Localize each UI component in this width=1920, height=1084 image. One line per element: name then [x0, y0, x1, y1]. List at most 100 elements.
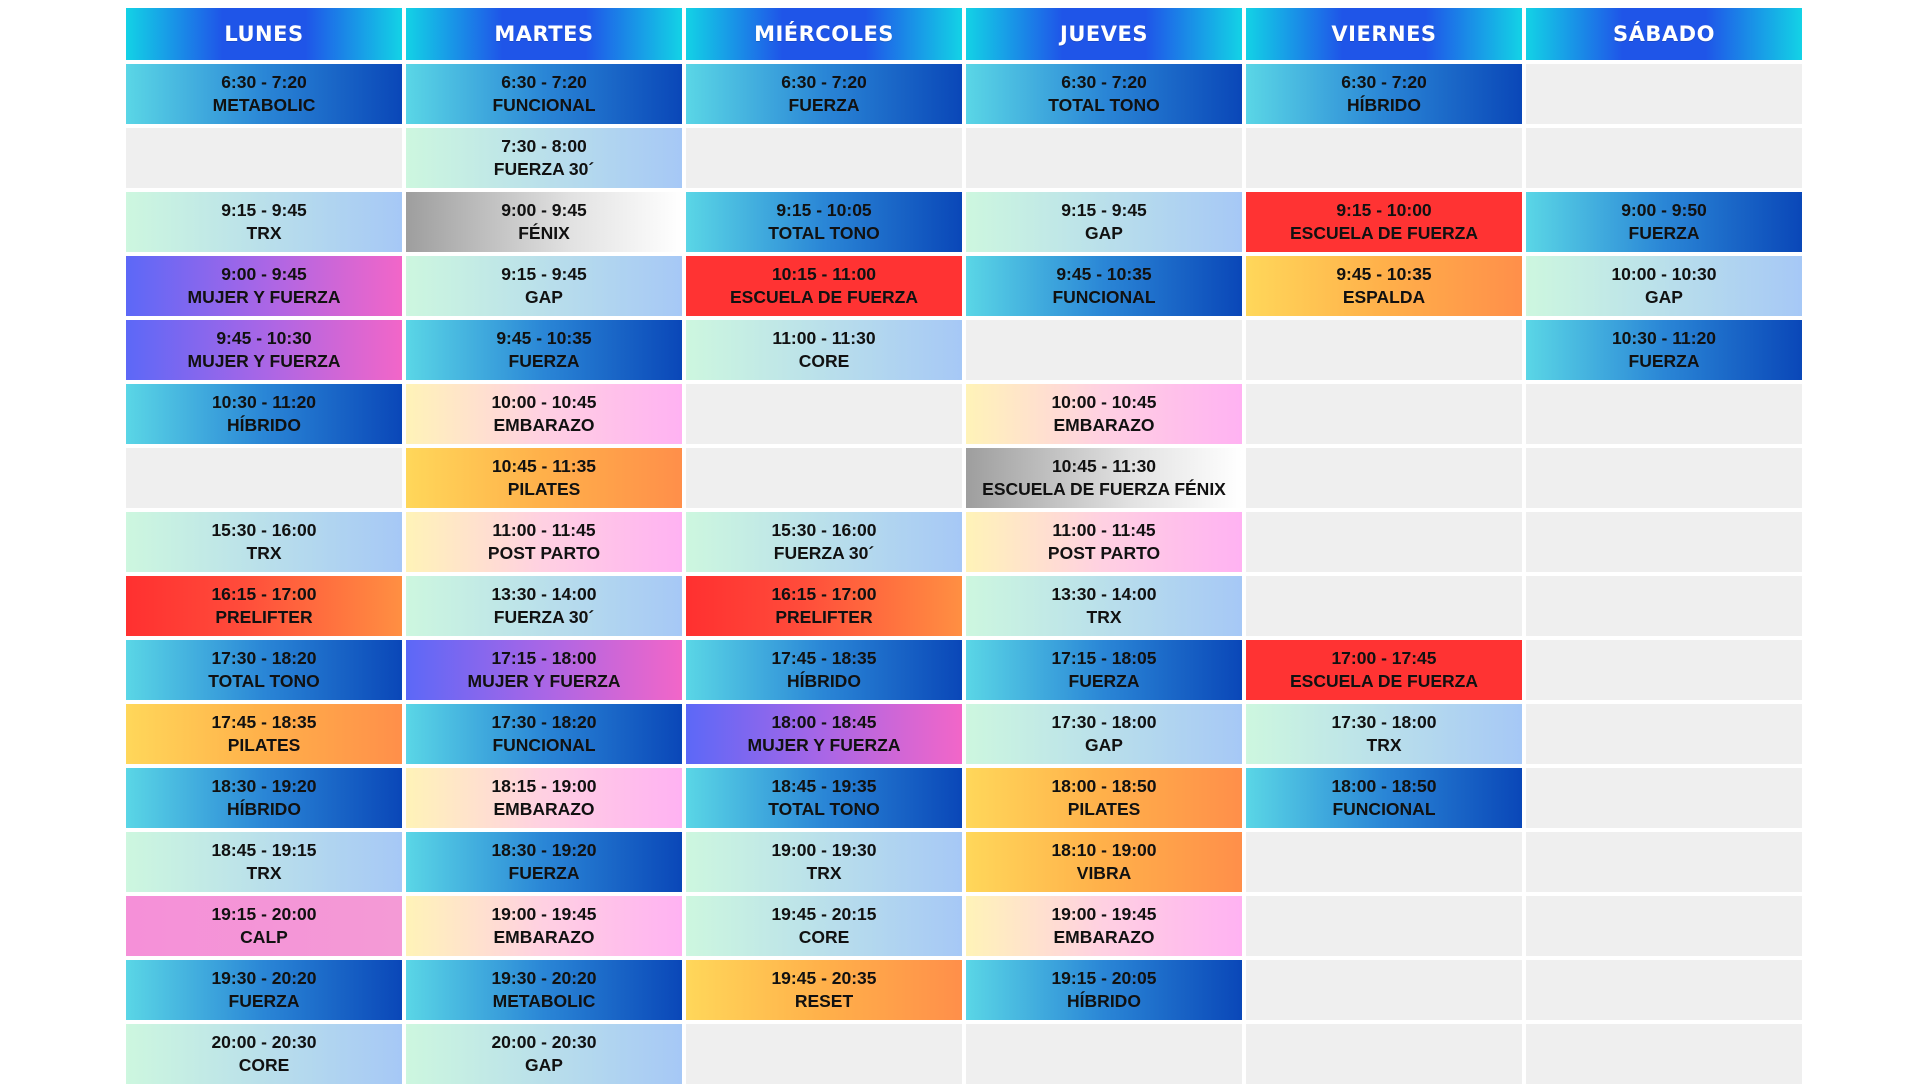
class-name: TRX	[246, 543, 282, 563]
class-name: HÍBRIDO	[227, 415, 301, 435]
class-name: EMBARAZO	[493, 799, 595, 819]
class-name: TOTAL TONO	[1048, 95, 1160, 115]
class-time: 10:00 - 10:45	[1051, 392, 1157, 412]
class-time: 10:00 - 10:30	[1611, 264, 1717, 284]
empty-slot	[686, 384, 962, 444]
class-slot-escuela-de-fuerza: 10:15 - 11:00 ESCUELA DE FUERZA	[686, 256, 962, 316]
class-time: 9:00 - 9:45	[221, 264, 307, 284]
class-time: 6:30 - 7:20	[1061, 72, 1147, 92]
class-time: 10:45 - 11:30	[1051, 456, 1157, 476]
class-name: VIBRA	[1076, 863, 1132, 883]
class-time: 19:00 - 19:30	[771, 840, 877, 860]
day-header-lunes: LUNES	[126, 8, 402, 60]
class-time: 9:45 - 10:35	[496, 328, 592, 348]
class-name: GAP	[1085, 223, 1123, 243]
empty-slot	[1526, 832, 1802, 892]
class-slot-embarazo: 19:00 - 19:45 EMBARAZO	[966, 896, 1242, 956]
class-slot-mujer-y-fuerza: 18:00 - 18:45 MUJER Y FUERZA	[686, 704, 962, 764]
class-time: 18:45 - 19:15	[211, 840, 317, 860]
class-name: GAP	[1085, 735, 1123, 755]
class-slot-fuerza: 9:00 - 9:50 FUERZA	[1526, 192, 1802, 252]
class-slot-hibrido: 17:45 - 18:35 HÍBRIDO	[686, 640, 962, 700]
class-time: 19:45 - 20:35	[771, 968, 877, 988]
class-slot-fuerza-30: 15:30 - 16:00 FUERZA 30´	[686, 512, 962, 572]
class-slot-escuela-de-fuerza-fenix: 10:45 - 11:30 ESCUELA DE FUERZA FÉNIX	[966, 448, 1242, 508]
class-slot-metabolic: 6:30 - 7:20 METABOLIC	[126, 64, 402, 124]
class-name: TOTAL TONO	[768, 799, 880, 819]
day-header-viernes: VIERNES	[1246, 8, 1522, 60]
empty-slot	[126, 128, 402, 188]
class-name: FUERZA	[788, 95, 860, 115]
class-slot-funcional: 17:30 - 18:20 FUNCIONAL	[406, 704, 682, 764]
class-slot-mujer-y-fuerza: 9:00 - 9:45 MUJER Y FUERZA	[126, 256, 402, 316]
class-name: METABOLIC	[492, 991, 596, 1011]
class-time: 19:15 - 20:00	[211, 904, 317, 924]
class-time: 20:00 - 20:30	[491, 1032, 597, 1052]
class-slot-gap: 17:30 - 18:00 GAP	[966, 704, 1242, 764]
class-slot-mujer-y-fuerza: 9:45 - 10:30 MUJER Y FUERZA	[126, 320, 402, 380]
class-slot-hibrido: 19:15 - 20:05 HÍBRIDO	[966, 960, 1242, 1020]
class-name: TRX	[246, 223, 282, 243]
class-time: 19:00 - 19:45	[1051, 904, 1157, 924]
empty-slot	[1526, 960, 1802, 1020]
class-name: ESPALDA	[1342, 287, 1426, 307]
class-name: HÍBRIDO	[1347, 95, 1421, 115]
weekly-schedule-grid: LUNES MARTES MIÉRCOLES JUEVES VIERNES SÁBADO 6…	[126, 8, 1802, 1084]
class-slot-funcional: 18:00 - 18:50 FUNCIONAL	[1246, 768, 1522, 828]
empty-slot	[1246, 128, 1522, 188]
class-slot-embarazo: 18:15 - 19:00 EMBARAZO	[406, 768, 682, 828]
class-time: 17:30 - 18:00	[1331, 712, 1437, 732]
class-name: GAP	[525, 1055, 563, 1075]
class-slot-hibrido: 18:30 - 19:20 HÍBRIDO	[126, 768, 402, 828]
class-time: 18:10 - 19:00	[1051, 840, 1157, 860]
class-name: ESCUELA DE FUERZA	[1290, 671, 1478, 691]
class-time: 9:45 - 10:35	[1056, 264, 1152, 284]
class-slot-reset: 19:45 - 20:35 RESET	[686, 960, 962, 1020]
class-time: 17:15 - 18:00	[491, 648, 597, 668]
empty-slot	[966, 320, 1242, 380]
class-name: HÍBRIDO	[787, 671, 861, 691]
class-time: 19:45 - 20:15	[771, 904, 877, 924]
class-slot-trx: 15:30 - 16:00 TRX	[126, 512, 402, 572]
class-slot-total-tono: 9:15 - 10:05 TOTAL TONO	[686, 192, 962, 252]
class-time: 15:30 - 16:00	[211, 520, 317, 540]
class-slot-fuerza-30: 7:30 - 8:00 FUERZA 30´	[406, 128, 682, 188]
class-time: 9:45 - 10:35	[1336, 264, 1432, 284]
class-slot-pilates: 18:00 - 18:50 PILATES	[966, 768, 1242, 828]
class-name: FUNCIONAL	[492, 95, 596, 115]
class-name: MUJER Y FUERZA	[467, 671, 621, 691]
class-time: 10:15 - 11:00	[771, 264, 877, 284]
empty-slot	[1246, 320, 1522, 380]
class-name: CORE	[238, 1055, 290, 1075]
empty-slot	[1526, 896, 1802, 956]
class-time: 9:15 - 10:05	[776, 200, 872, 220]
class-name: MUJER Y FUERZA	[187, 287, 341, 307]
empty-slot	[966, 128, 1242, 188]
class-name: GAP	[1645, 287, 1683, 307]
class-time: 18:30 - 19:20	[491, 840, 597, 860]
empty-slot	[1526, 384, 1802, 444]
class-name: TRX	[246, 863, 282, 883]
empty-slot	[1246, 960, 1522, 1020]
class-name: RESET	[794, 991, 854, 1011]
class-time: 18:00 - 18:45	[771, 712, 877, 732]
class-slot-hibrido: 10:30 - 11:20 HÍBRIDO	[126, 384, 402, 444]
class-name: POST PARTO	[1047, 543, 1161, 563]
empty-slot	[1526, 704, 1802, 764]
class-name: CORE	[798, 927, 850, 947]
class-time: 10:00 - 10:45	[491, 392, 597, 412]
class-time: 18:45 - 19:35	[771, 776, 877, 796]
class-time: 9:15 - 9:45	[501, 264, 587, 284]
class-name: MUJER Y FUERZA	[747, 735, 901, 755]
empty-slot	[1246, 448, 1522, 508]
class-name: FUNCIONAL	[1052, 287, 1156, 307]
empty-slot	[1246, 384, 1522, 444]
class-slot-gap: 10:00 - 10:30 GAP	[1526, 256, 1802, 316]
class-slot-total-tono: 17:30 - 18:20 TOTAL TONO	[126, 640, 402, 700]
empty-slot	[1246, 512, 1522, 572]
class-name: EMBARAZO	[493, 927, 595, 947]
class-slot-pilates: 17:45 - 18:35 PILATES	[126, 704, 402, 764]
class-time: 9:15 - 9:45	[221, 200, 307, 220]
empty-slot	[1526, 640, 1802, 700]
class-slot-prelifter: 16:15 - 17:00 PRELIFTER	[126, 576, 402, 636]
